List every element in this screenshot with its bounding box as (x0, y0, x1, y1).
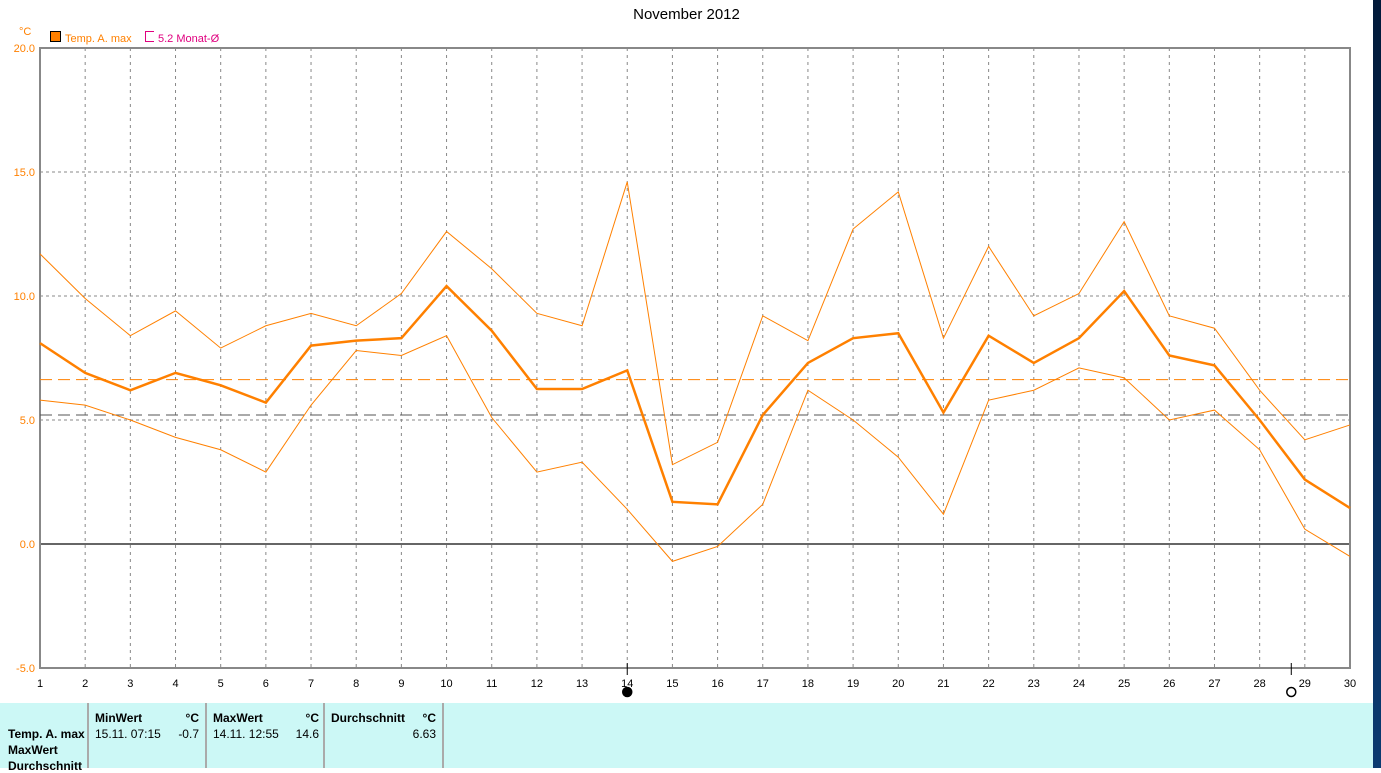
x-tick-label: 1 (37, 678, 43, 690)
x-tick-label: 24 (1073, 678, 1085, 690)
x-tick-label: 23 (1028, 678, 1040, 690)
x-tick-label: 17 (757, 678, 769, 690)
max-header: MaxWert (213, 711, 263, 725)
x-tick-label: 9 (398, 678, 404, 690)
unit: °C (306, 711, 319, 725)
window-edge (1373, 0, 1381, 768)
x-tick-label: 2 (82, 678, 88, 690)
min-value: -0.7 (178, 727, 199, 741)
y-tick-label: 20.0 (14, 43, 35, 55)
x-tick-label: 15 (666, 678, 678, 690)
x-tick-label: 21 (937, 678, 949, 690)
x-tick-label: 25 (1118, 678, 1130, 690)
y-tick-label: 5.0 (20, 415, 35, 427)
x-tick-label: 18 (802, 678, 814, 690)
x-tick-label: 7 (308, 678, 314, 690)
filled-circle-icon (623, 688, 632, 697)
x-tick-label: 29 (1299, 678, 1311, 690)
row-label: Durchschnitt (8, 759, 82, 773)
avg-header: Durchschnitt (331, 711, 405, 725)
x-tick-label: 6 (263, 678, 269, 690)
x-tick-label: 16 (711, 678, 723, 690)
y-tick-label: -5.0 (16, 663, 35, 675)
min-header: MinWert (95, 711, 142, 725)
unit: °C (423, 711, 436, 725)
x-tick-label: 3 (127, 678, 133, 690)
x-tick-label: 22 (982, 678, 994, 690)
open-circle-icon (1287, 688, 1296, 697)
max-value: 14.6 (296, 727, 319, 741)
y-tick-label: 10.0 (14, 291, 35, 303)
x-tick-label: 19 (847, 678, 859, 690)
x-tick-label: 11 (486, 678, 497, 690)
series-line-mean (40, 286, 1350, 508)
x-tick-label: 5 (218, 678, 224, 690)
x-tick-label: 12 (531, 678, 543, 690)
x-tick-label: 28 (1254, 678, 1266, 690)
avg-value: 6.63 (413, 727, 436, 741)
max-time: 14.11. 12:55 (213, 727, 279, 741)
series-line-max (40, 182, 1350, 465)
unit: °C (186, 711, 199, 725)
x-tick-label: 26 (1163, 678, 1175, 690)
x-tick-label: 4 (172, 678, 178, 690)
plot-frame (40, 48, 1350, 668)
x-tick-label: 30 (1344, 678, 1356, 690)
series-line-min (40, 336, 1350, 562)
statistics-panel: Temp. A. max MaxWert Durchschnitt MinWer… (0, 703, 1373, 768)
y-tick-label: 0.0 (20, 539, 35, 551)
row-label: MaxWert (8, 743, 58, 757)
row-label: Temp. A. max (8, 727, 85, 741)
x-tick-label: 10 (440, 678, 452, 690)
x-tick-label: 8 (353, 678, 359, 690)
x-tick-label: 20 (892, 678, 904, 690)
x-tick-label: 27 (1208, 678, 1220, 690)
min-time: 15.11. 07:15 (95, 727, 161, 741)
y-tick-label: 15.0 (14, 167, 35, 179)
x-tick-label: 13 (576, 678, 588, 690)
